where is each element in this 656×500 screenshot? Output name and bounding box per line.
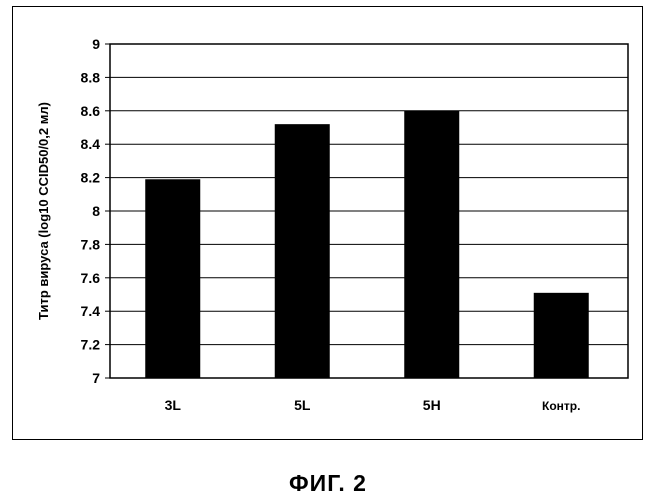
y-axis-title: Титр вируса (log10 CCID50/0,2 мл) bbox=[36, 102, 51, 320]
y-tick-labels: 7 7.2 7.4 7.6 7.8 8 8.2 8.4 8.6 8.8 9 bbox=[81, 36, 101, 386]
x-category-labels: 3L 5L 5H Контр. bbox=[165, 397, 581, 413]
y-tick-label: 7.4 bbox=[81, 303, 101, 319]
y-tick-label: 7.8 bbox=[81, 236, 101, 252]
x-category-label: Контр. bbox=[542, 399, 580, 413]
y-tick-label: 7.2 bbox=[81, 337, 101, 353]
bar-контр bbox=[534, 293, 589, 378]
x-category-label: 5H bbox=[423, 397, 441, 413]
bar-chart: 7 7.2 7.4 7.6 7.8 8 8.2 8.4 8.6 8.8 9 3L 5L 5H Контр.… bbox=[0, 0, 656, 460]
y-tick-label: 9 bbox=[92, 36, 100, 52]
y-tick-label: 8.4 bbox=[81, 136, 101, 152]
y-tick-label: 8.6 bbox=[81, 103, 101, 119]
y-tick-label: 8 bbox=[92, 203, 100, 219]
y-tick-label: 7 bbox=[92, 370, 100, 386]
y-tick-label: 8.8 bbox=[81, 69, 101, 85]
y-tick-label: 7.6 bbox=[81, 270, 101, 286]
y-tick-label: 8.2 bbox=[81, 170, 101, 186]
bar-5h bbox=[404, 111, 459, 378]
x-category-label: 3L bbox=[165, 397, 182, 413]
x-category-label: 5L bbox=[294, 397, 311, 413]
figure-caption: ФИГ. 2 bbox=[0, 470, 656, 497]
bar-3l bbox=[145, 179, 200, 378]
bar-5l bbox=[275, 124, 330, 378]
